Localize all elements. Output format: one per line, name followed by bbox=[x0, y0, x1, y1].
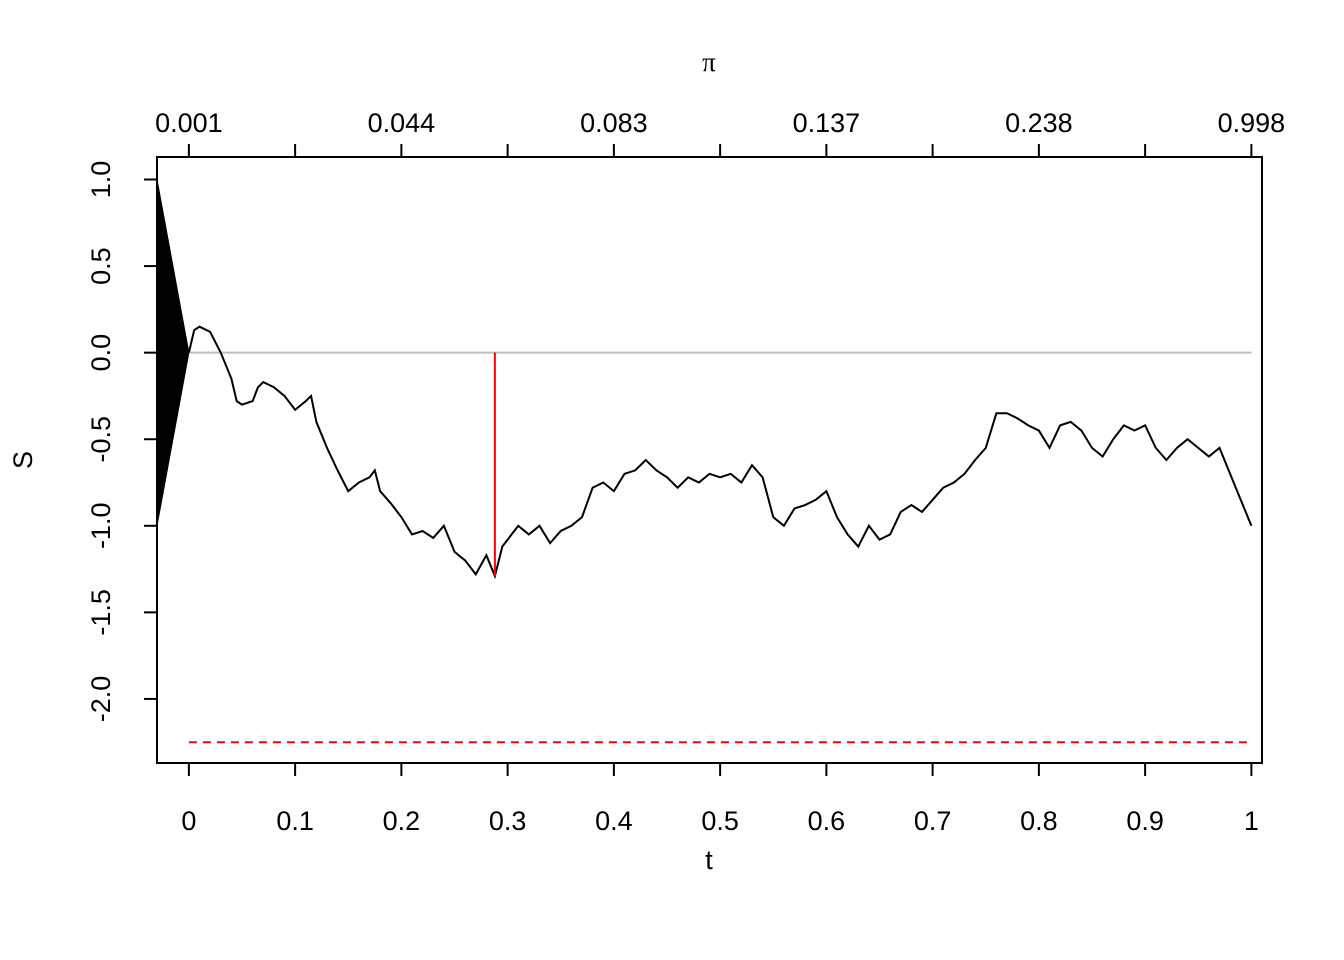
x2-tick-label: 0.238 bbox=[1005, 108, 1073, 138]
x-tick-label: 0.2 bbox=[383, 806, 421, 836]
y-tick-label: -1.5 bbox=[86, 589, 116, 636]
x2-tick-label: 0.137 bbox=[793, 108, 861, 138]
x-tick-label: 0.9 bbox=[1126, 806, 1164, 836]
line-series bbox=[187, 325, 1253, 580]
x-tick-label: 0.3 bbox=[489, 806, 527, 836]
top-axis-title: π bbox=[702, 47, 716, 77]
x-tick-label: 0.8 bbox=[1020, 806, 1058, 836]
x-tick-label: 0 bbox=[181, 806, 196, 836]
y-tick-label: 0.5 bbox=[86, 247, 116, 285]
y-axis-title: S bbox=[8, 451, 38, 469]
x-tick-label: 0.6 bbox=[808, 806, 846, 836]
x-tick-label: 0.7 bbox=[914, 806, 952, 836]
x-axis-title: t bbox=[705, 845, 713, 875]
fan-area bbox=[156, 179, 190, 526]
x-tick-label: 0.1 bbox=[276, 806, 314, 836]
x2-tick-label: 0.998 bbox=[1218, 108, 1286, 138]
x2-tick-label: 0.001 bbox=[155, 108, 223, 138]
y-tick-label: 1.0 bbox=[86, 161, 116, 199]
y-tick-label: -2.0 bbox=[86, 676, 116, 723]
x-tick-label: 1 bbox=[1244, 806, 1259, 836]
x-tick-label: 0.5 bbox=[701, 806, 739, 836]
x-tick-label: 0.4 bbox=[595, 806, 633, 836]
y-tick-label: -0.5 bbox=[86, 416, 116, 463]
y-tick-label: -1.0 bbox=[86, 503, 116, 550]
y-tick-label: 0.0 bbox=[86, 334, 116, 372]
plot-frame bbox=[156, 156, 1263, 764]
x2-tick-label: 0.044 bbox=[368, 108, 436, 138]
x2-tick-label: 0.083 bbox=[580, 108, 648, 138]
